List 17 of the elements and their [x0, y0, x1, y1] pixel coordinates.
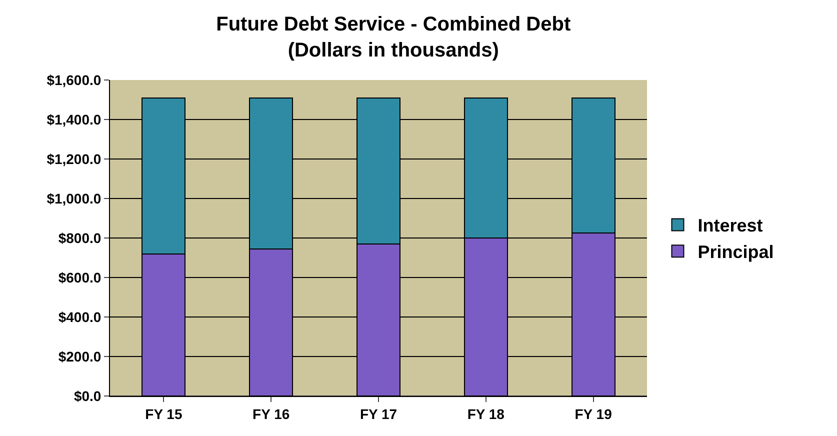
y-tick-label: $1,000.0	[46, 190, 102, 206]
y-tick-label: $800.0	[58, 230, 102, 246]
x-tick-label: FY 17	[360, 406, 398, 422]
x-tick-label: FY 18	[467, 406, 505, 422]
y-tick-label: $1,200.0	[46, 150, 102, 167]
x-tick-label: FY 16	[252, 406, 290, 422]
y-tick-label: $600.0	[58, 269, 102, 286]
y-tick-label: $1,400.0	[46, 111, 102, 128]
x-tick-label: FY 15	[145, 406, 182, 422]
y-tick-label: $1,600.0	[46, 72, 102, 88]
legend-label: Principal	[698, 242, 774, 262]
legend-label: Interest	[698, 216, 763, 236]
y-tick-label: $0.0	[74, 388, 102, 404]
y-tick-label: $400.0	[58, 308, 102, 325]
chart-title: Future Debt Service - Combined Debt (Dollars in thousands)	[216, 14, 571, 62]
x-tick-label: FY 19	[574, 406, 612, 422]
y-tick-label: $200.0	[58, 348, 102, 364]
